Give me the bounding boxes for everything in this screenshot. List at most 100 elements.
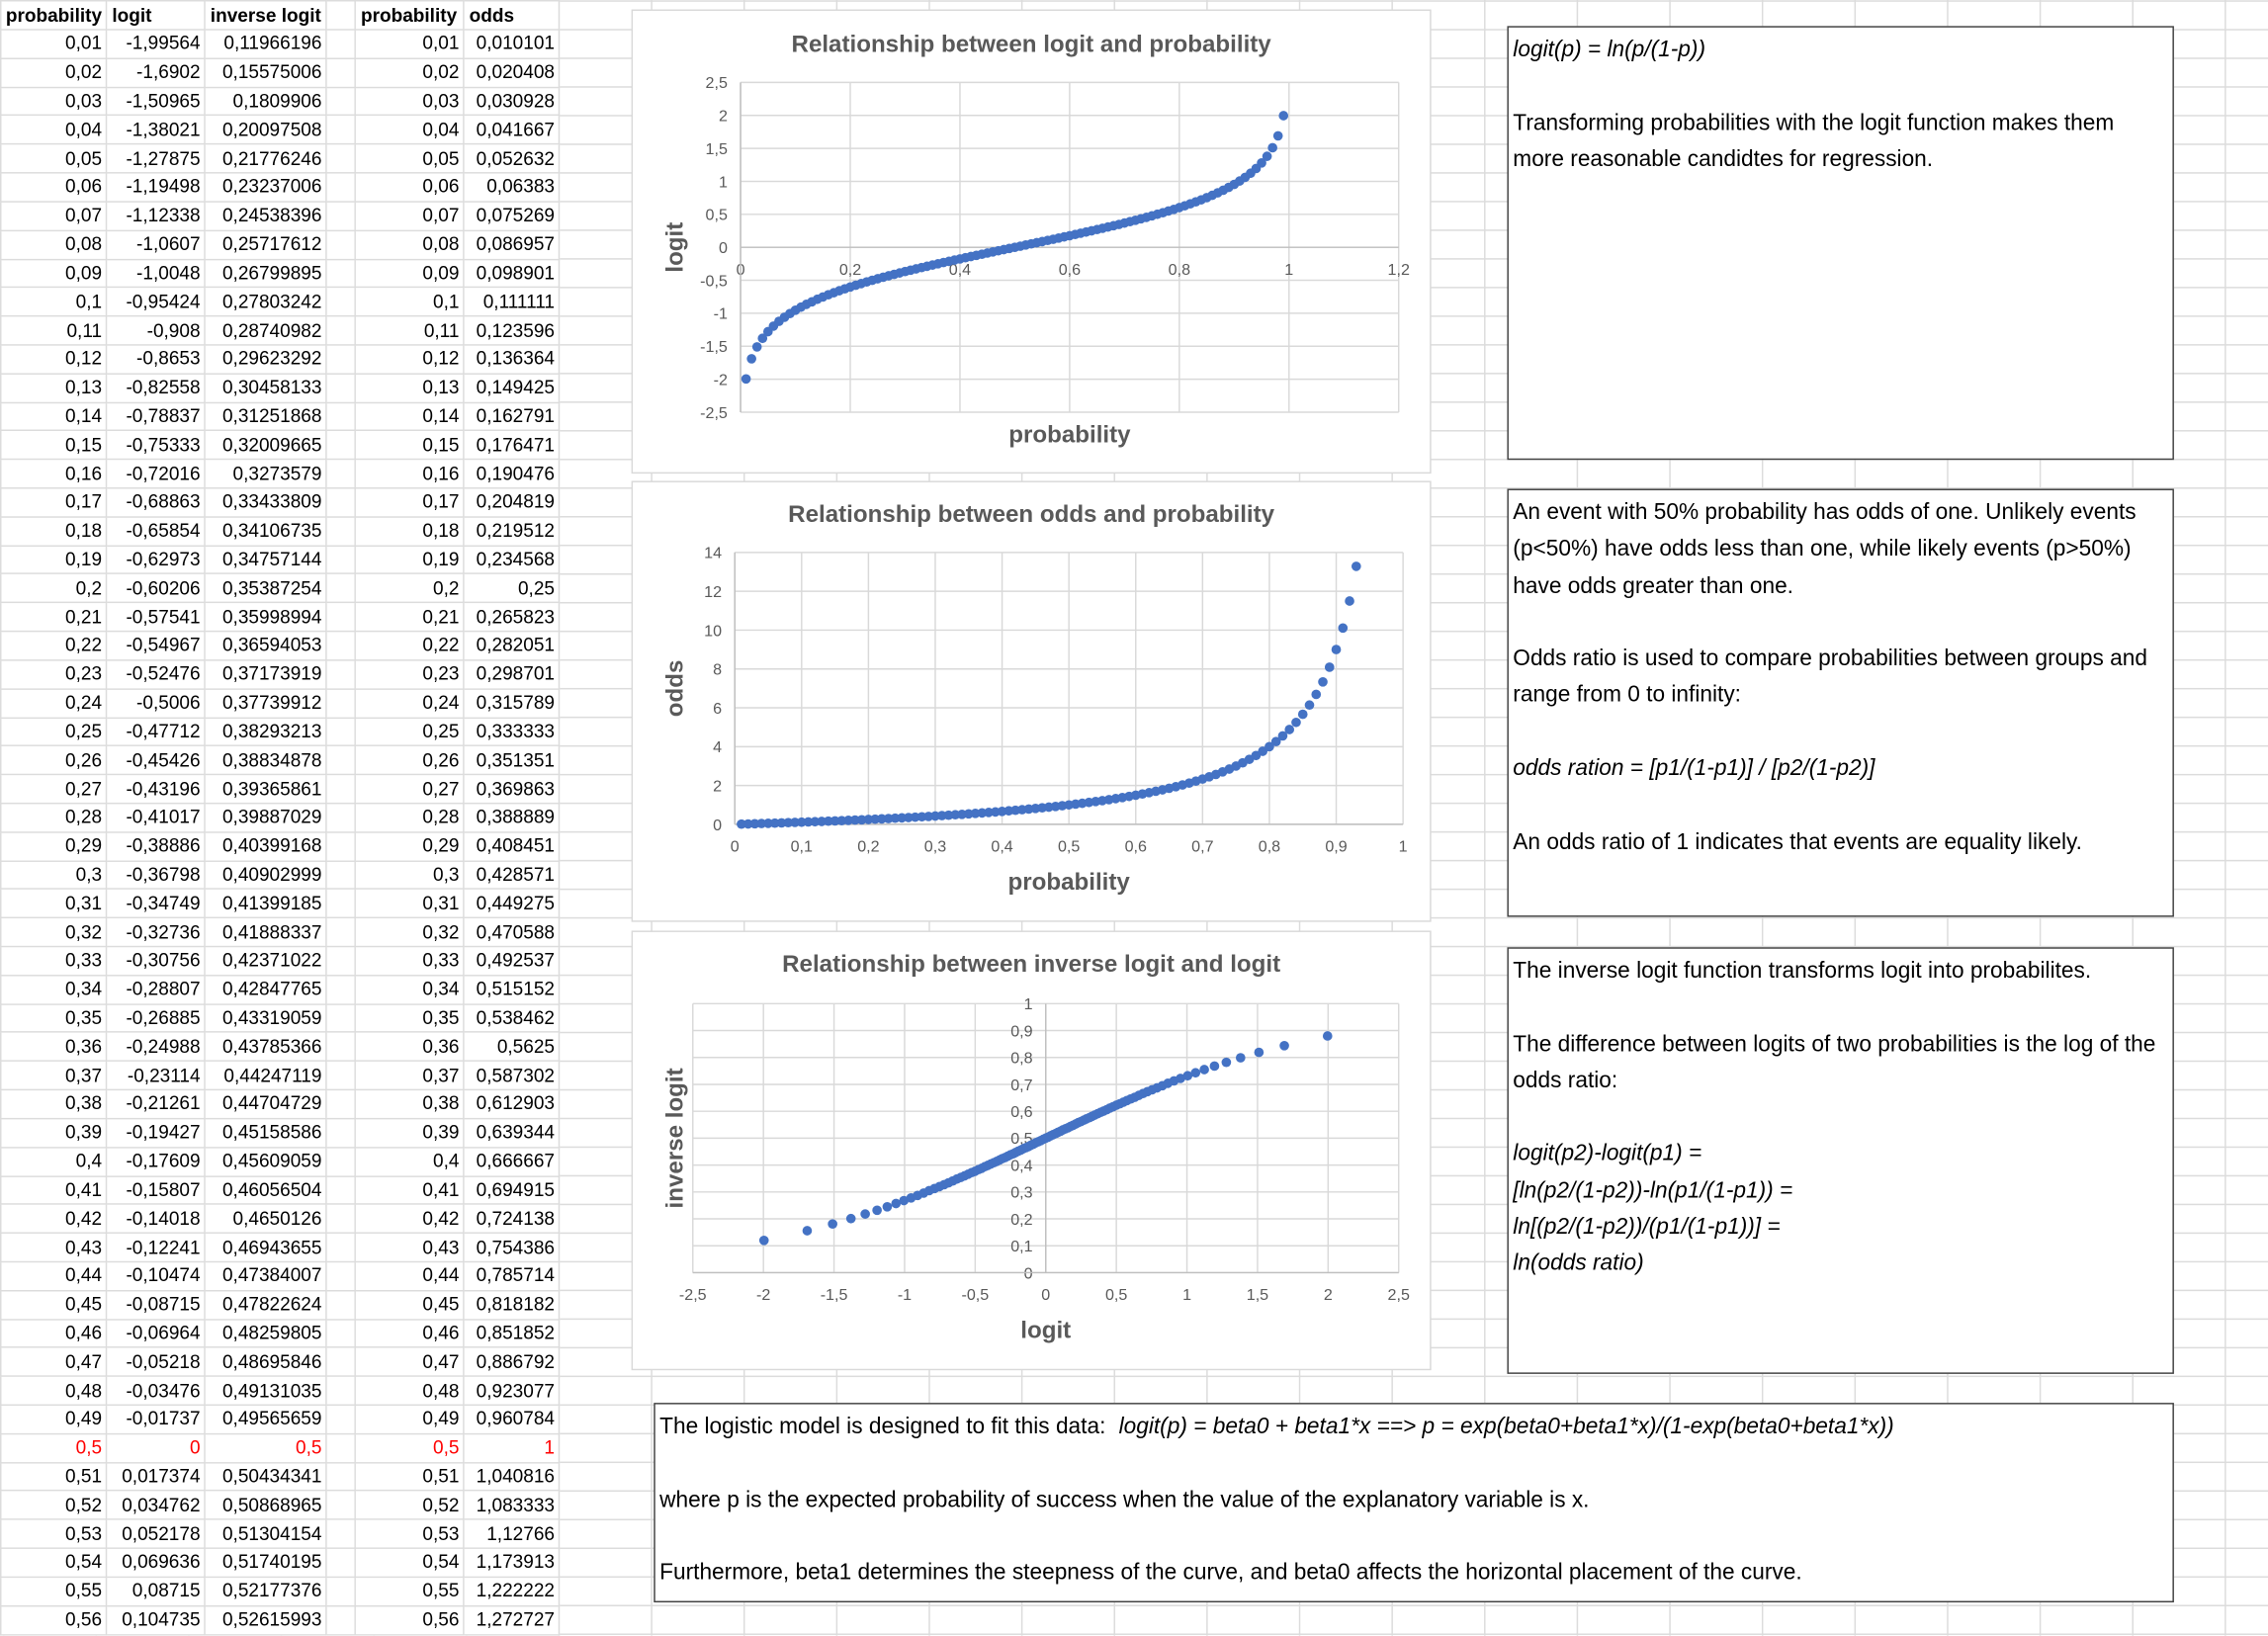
cell: 0,052632 [463,143,561,174]
cell: -0,23114 [106,1060,207,1091]
cell: 0,48 [355,1375,466,1407]
cell: -0,17609 [106,1146,207,1177]
x-tick-label: 0,4 [949,261,971,279]
data-point [790,818,800,827]
chart-title: Relationship between logit and probabili… [792,32,1272,58]
cell: 0,923077 [463,1375,561,1407]
data-point [882,1201,893,1212]
y-tick-label: -2 [714,371,728,388]
table-row: 0,17 -0,68863 0,33433809 0,17 0,204819 [0,487,561,518]
table-row: 0,39 -0,19427 0,45158586 0,39 0,639344 [0,1117,561,1149]
data-point [783,818,794,828]
table-row: 0,49 -0,01737 0,49565659 0,49 0,960784 [0,1404,561,1435]
cell: 0,47384007 [204,1260,328,1292]
cell: 0,08 [0,229,108,260]
table-row: 0,45 -0,08715 0,47822624 0,45 0,818182 [0,1289,561,1321]
cell: -0,28807 [106,974,207,1005]
cell: 0,48695846 [204,1346,328,1378]
cell: 0,086957 [463,229,561,260]
cell: 0,369863 [463,773,561,805]
cell: 0,35 [0,1002,108,1034]
cell: 0,35998994 [204,601,328,633]
y-tick-label: -2,5 [700,404,728,422]
empty-cell [325,1117,357,1149]
cell: 0,50434341 [204,1461,328,1492]
cell: -1,99564 [106,29,207,59]
formula-line: ln(odds ratio) [1513,1251,1644,1276]
formula-line: logit(p2)-logit(p1) = [1513,1142,1702,1166]
y-tick-label: -0,5 [700,272,728,290]
x-tick-label: 1 [1399,838,1408,856]
data-point [1338,623,1349,634]
cell: -0,5006 [106,687,207,719]
y-tick-label: -1 [714,305,728,323]
cell: 0,45 [355,1289,466,1321]
cell: 0,219512 [463,516,561,547]
table-row: 0,19 -0,62973 0,34757144 0,19 0,234568 [0,545,561,575]
text-box: logit(p) = ln(p/(1-p)) Transforming prob… [1507,26,2174,461]
table-row: 0,33 -0,30756 0,42371022 0,33 0,492537 [0,945,561,977]
cell: -0,26885 [106,1002,207,1034]
header-cell: probability [0,0,108,31]
cell: 0,14 [0,401,108,432]
cell: 0,4 [0,1146,108,1177]
x-tick-label: 0,1 [791,838,813,856]
y-axis-title: odds [662,660,689,718]
cell: 0,39887029 [204,802,328,833]
cell: -0,65854 [106,516,207,547]
cell: 0,11 [0,315,108,346]
cell: 0,010101 [463,29,561,59]
x-tick-label: 0,6 [1059,261,1081,279]
x-tick-label: 1,2 [1388,261,1410,279]
data-point [1199,1065,1209,1075]
data-point [845,1213,856,1224]
x-axis-title: probability [1008,422,1131,449]
note-text: The difference between logits of two pro… [1513,1031,2156,1093]
cell: -0,03476 [106,1375,207,1407]
table-row: 0,04 -1,38021 0,20097508 0,04 0,041667 [0,115,561,145]
cell: -0,10474 [106,1260,207,1292]
cell: 1 [463,1432,561,1464]
empty-cell [325,1232,357,1263]
data-point [1221,1057,1232,1068]
cell: 0,315789 [463,687,561,719]
data-point [843,816,853,825]
table-row: 0,18 -0,65854 0,34106735 0,18 0,219512 [0,516,561,547]
cell: -0,36798 [106,859,207,891]
empty-cell [325,974,357,1005]
cell: 0,32009665 [204,430,328,461]
cell: -0,30756 [106,945,207,977]
table-row: 0,53 0,052178 0,51304154 0,53 1,12766 [0,1518,561,1549]
data-point [836,816,847,826]
cell: 0,104735 [106,1604,207,1635]
note-text: Odds ratio is used to compare probabilit… [1513,646,2147,709]
cell: 0,06 [355,172,466,203]
y-tick-label: 12 [704,583,722,601]
data-point [1190,1068,1201,1078]
cell: 0,333333 [463,716,561,747]
cell: 0,51 [355,1461,466,1492]
empty-cell [325,1002,357,1034]
cell: 0,46056504 [204,1174,328,1206]
data-point [824,816,833,826]
cell: 0,43319059 [204,1002,328,1034]
cell: -0,12241 [106,1232,207,1263]
y-tick-label: 4 [713,738,722,756]
cell: 0,21 [0,601,108,633]
cell: 0,25717612 [204,229,328,260]
cell: 0,47 [355,1346,466,1378]
cell: 0,15575006 [204,57,328,88]
cell: -0,52476 [106,658,207,690]
empty-cell [325,115,357,145]
y-tick-label: 0 [719,239,728,257]
table-row: 0,34 -0,28807 0,42847765 0,34 0,515152 [0,974,561,1005]
cell: -0,06964 [106,1318,207,1349]
cell: 0,06 [0,172,108,203]
data-point [1284,725,1295,734]
cell: 0,43 [355,1232,466,1263]
cell: -0,62973 [106,545,207,575]
y-tick-label: 0 [713,817,722,834]
cell: 0,28 [355,802,466,833]
